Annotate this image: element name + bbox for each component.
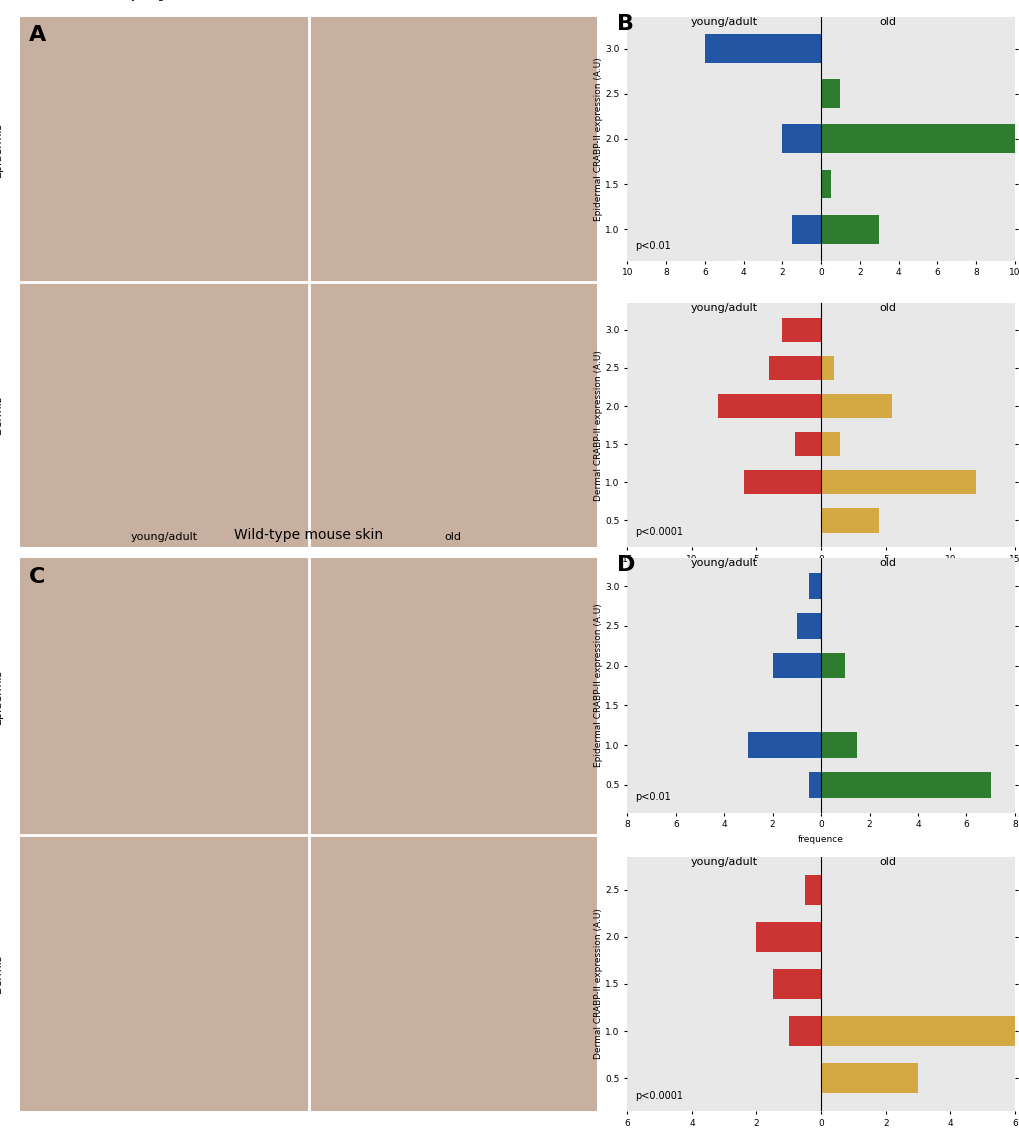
Text: old: old [443,531,461,541]
Text: young/adult: young/adult [690,857,757,866]
Bar [756,922,820,952]
Text: old: old [878,857,896,866]
Bar [804,874,820,905]
Text: D: D [616,555,635,575]
Bar [782,318,820,342]
Text: p<0.0001: p<0.0001 [635,1091,683,1101]
Bar [820,653,845,678]
Bar [772,969,820,999]
Bar [820,79,840,108]
X-axis label: frequence: frequence [798,570,843,579]
Y-axis label: Dermal CRABP-II expression (A.U): Dermal CRABP-II expression (A.U) [593,908,602,1059]
Y-axis label: Dermal CRABP-II expression (A.U): Dermal CRABP-II expression (A.U) [593,350,602,501]
Text: Epidermis: Epidermis [0,669,3,724]
Bar [820,732,857,758]
Text: old: old [878,303,896,314]
Bar [796,614,820,638]
Text: C: C [29,566,46,587]
Bar [782,124,820,153]
Bar [768,355,820,380]
Text: Dermis: Dermis [0,953,3,993]
Bar [820,432,840,457]
Text: young/adult: young/adult [690,303,757,314]
Bar [795,432,820,457]
Text: old: old [878,558,896,569]
Text: p<0.01: p<0.01 [635,241,671,252]
Bar [704,34,820,63]
Y-axis label: Epidermal CRABP-II expression (A.U): Epidermal CRABP-II expression (A.U) [593,603,602,767]
Text: Wild-type mouse skin: Wild-type mouse skin [233,528,383,541]
Bar [820,394,892,418]
Bar [820,1063,917,1093]
Bar [808,573,820,599]
Bar [748,732,820,758]
Bar [788,1016,820,1046]
Bar [820,470,975,494]
Text: A: A [29,25,46,45]
Bar [717,394,820,418]
Text: p<0.01: p<0.01 [635,793,671,802]
Text: young/adult: young/adult [130,531,198,541]
Bar [743,470,820,494]
Bar [820,355,834,380]
Bar [820,772,989,797]
Text: young/adult: young/adult [690,17,757,27]
Bar [820,169,830,199]
Bar [820,509,878,532]
Bar [792,214,820,244]
Text: young/adult: young/adult [690,558,757,569]
Y-axis label: Epidermal CRABP-II expression (A.U): Epidermal CRABP-II expression (A.U) [593,58,602,221]
Text: p<0.0001: p<0.0001 [635,527,683,537]
Bar [820,1016,1019,1046]
Bar [820,124,1014,153]
Bar [820,214,878,244]
X-axis label: frequence: frequence [798,835,843,844]
Text: Dermis: Dermis [0,395,3,434]
Text: B: B [616,14,634,34]
Text: old: old [878,17,896,27]
Bar [772,653,820,678]
Bar [808,772,820,797]
Text: Epidermis: Epidermis [0,122,3,177]
